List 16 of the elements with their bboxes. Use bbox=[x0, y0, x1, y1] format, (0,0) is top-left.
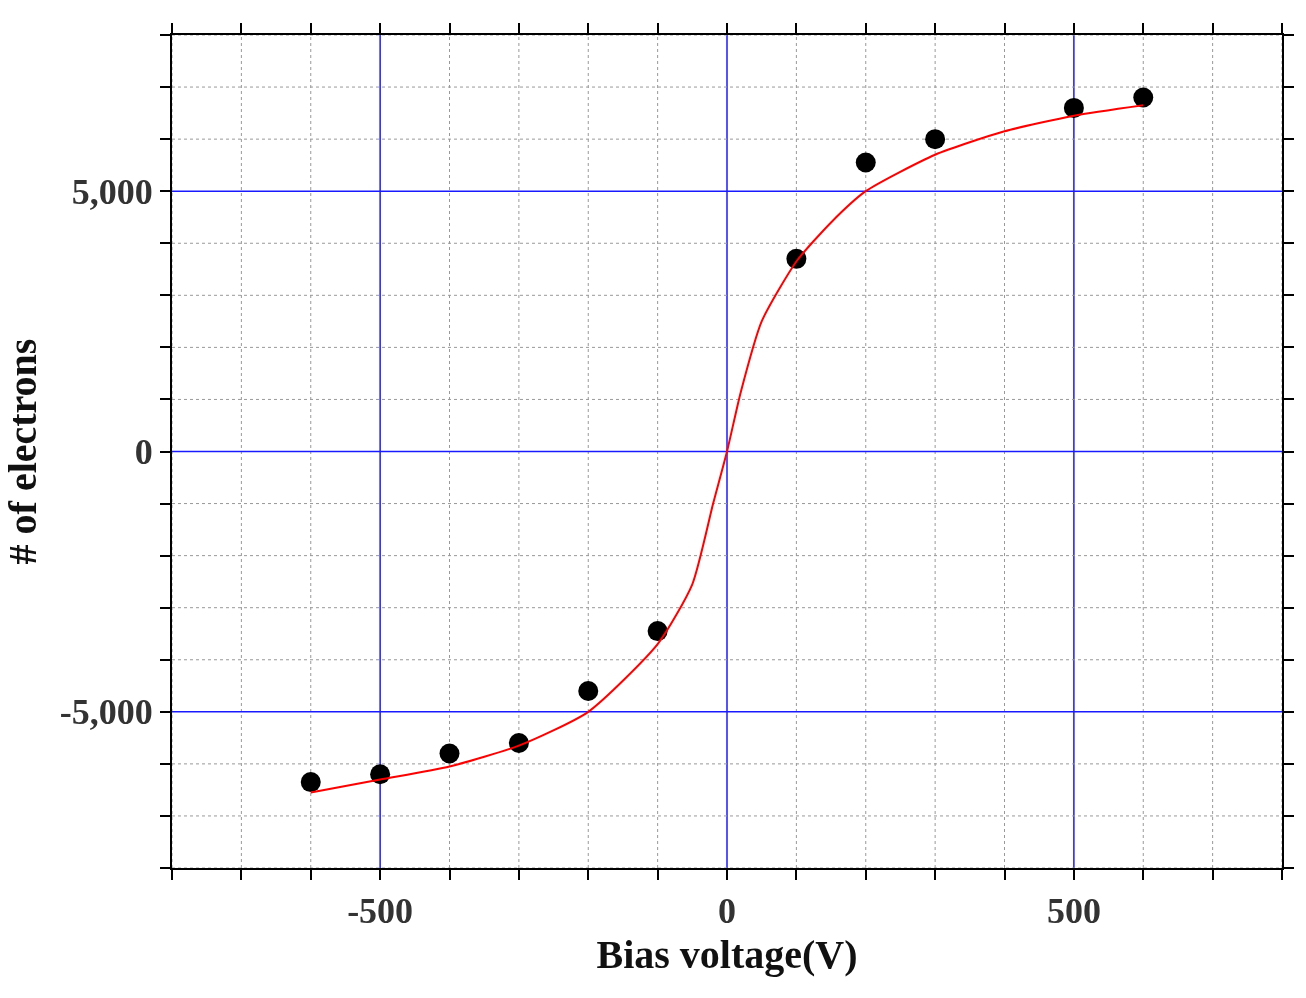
y-axis-title: # of electrons bbox=[0, 338, 45, 565]
y-tick-label: -5,000 bbox=[59, 692, 153, 733]
point bbox=[647, 621, 668, 642]
point bbox=[1063, 97, 1084, 118]
point bbox=[855, 152, 876, 173]
y-tick-label: 0 bbox=[134, 432, 153, 473]
x-tick-label: -500 bbox=[347, 891, 414, 932]
point bbox=[1133, 87, 1154, 108]
point bbox=[925, 129, 946, 150]
point bbox=[300, 772, 321, 793]
x-axis-title: Bias voltage(V) bbox=[596, 932, 858, 978]
point bbox=[439, 743, 460, 764]
point bbox=[578, 680, 599, 701]
x-tick-label: 500 bbox=[1046, 891, 1101, 932]
y-tick-label: 5,000 bbox=[71, 171, 153, 212]
x-tick-label: 0 bbox=[718, 891, 736, 932]
